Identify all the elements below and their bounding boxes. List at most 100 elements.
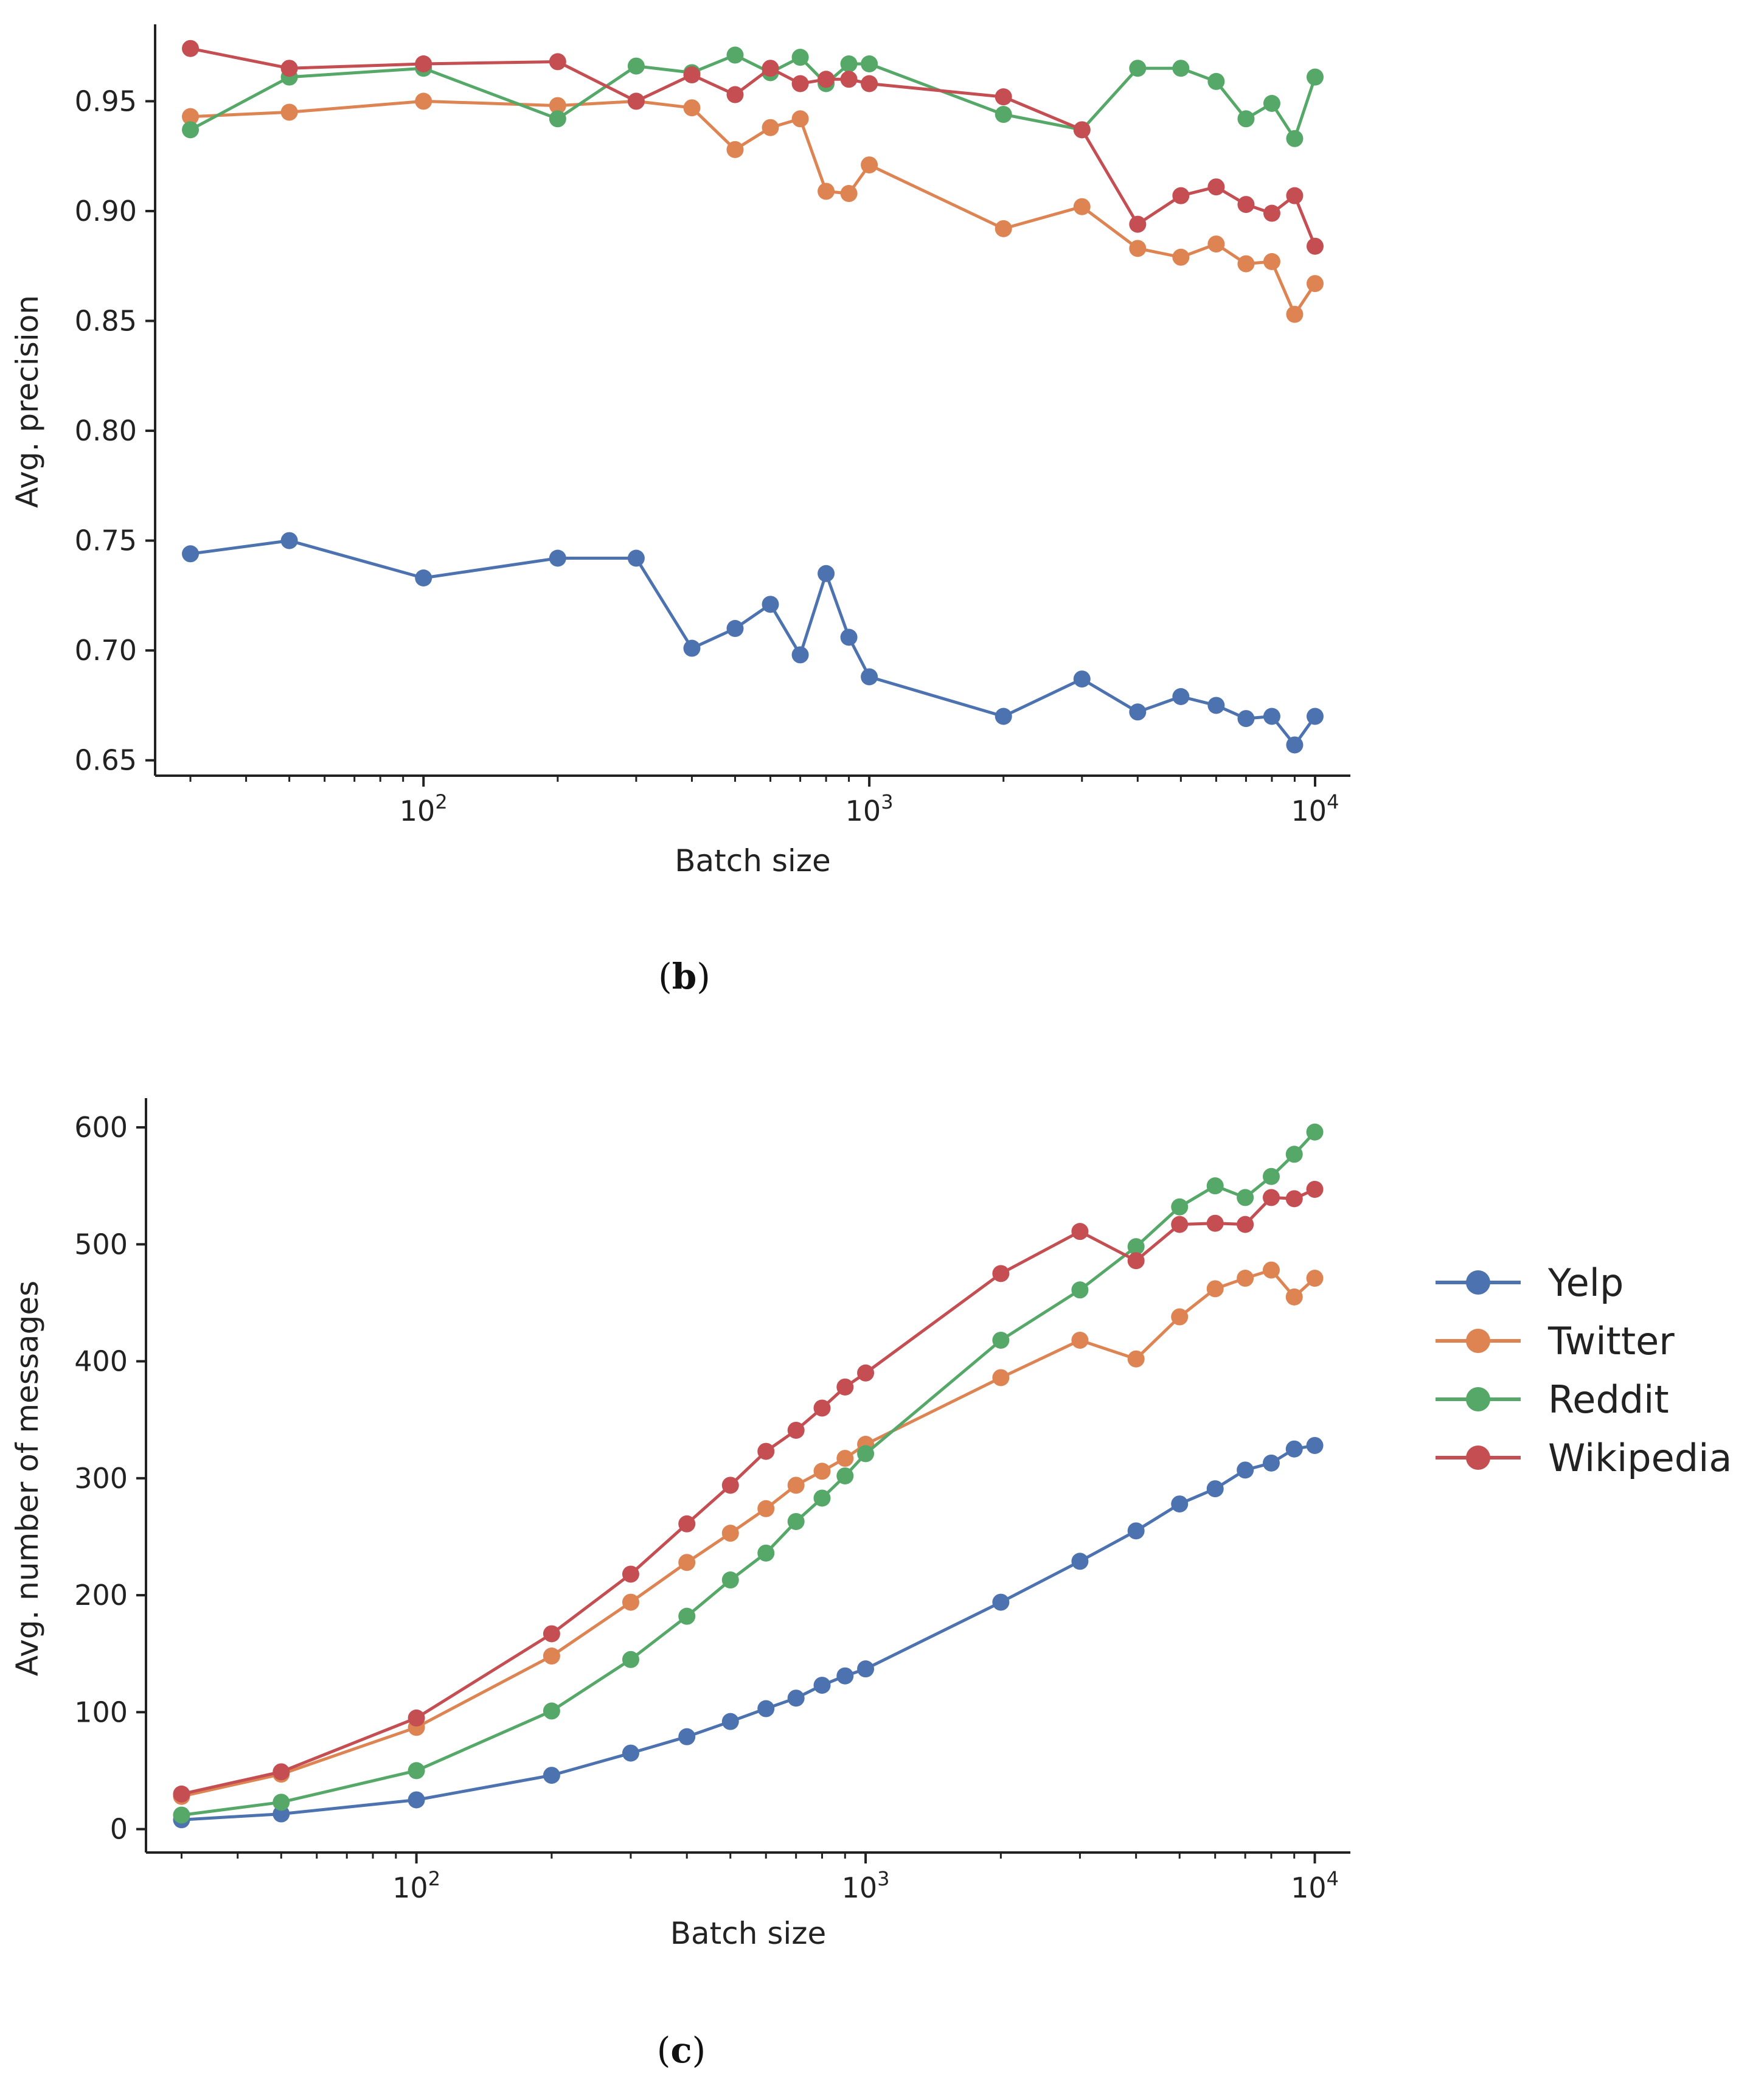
x-tick-label: 102 [400, 790, 448, 827]
data-point-yelp [408, 1791, 425, 1809]
data-point-twitter [818, 183, 835, 200]
data-point-wikipedia [1306, 237, 1324, 255]
legend-label: Reddit [1548, 1377, 1669, 1422]
data-point-reddit [813, 1489, 831, 1507]
data-point-twitter [1127, 1350, 1145, 1368]
data-point-wikipedia [1262, 1189, 1280, 1206]
data-point-wikipedia [1306, 1180, 1324, 1198]
data-point-wikipedia [791, 75, 809, 92]
data-point-yelp [1172, 688, 1190, 705]
data-point-twitter [622, 1593, 639, 1611]
data-point-twitter [683, 99, 701, 117]
data-point-reddit [787, 1512, 805, 1530]
panel-c-messages-chart: 0 100 200 300 400 500 600 102 103 104 Batch size Av… [10, 1098, 1350, 1951]
data-point-reddit [627, 57, 645, 75]
data-point-reddit [861, 55, 878, 72]
data-point-wikipedia [1172, 187, 1190, 204]
legend-label: Wikipedia [1548, 1436, 1732, 1480]
data-point-twitter [836, 1450, 854, 1467]
data-point-reddit [1171, 1198, 1189, 1216]
data-point-wikipedia [1237, 1216, 1254, 1233]
data-point-reddit [995, 106, 1012, 124]
series-line-twitter [181, 1268, 1316, 1798]
series-yelp [182, 532, 1324, 754]
data-point-yelp [549, 549, 566, 567]
data-point-wikipedia [1206, 1214, 1224, 1232]
data-point-wikipedia [836, 1378, 854, 1396]
series-twitter [182, 92, 1324, 323]
data-point-yelp [861, 668, 878, 686]
y-tick-label: 400 [74, 1345, 128, 1378]
data-point-wikipedia [182, 40, 200, 57]
legend-item-reddit: Reddit [1436, 1377, 1669, 1422]
series-line-wikipedia [190, 47, 1317, 247]
legend-marker [1466, 1329, 1490, 1353]
x-tick-label: 104 [1291, 790, 1339, 827]
data-point-reddit [1286, 130, 1304, 147]
data-point-reddit [543, 1702, 560, 1720]
y-tick-label: 0 [110, 1813, 128, 1846]
data-point-reddit [1306, 1123, 1324, 1141]
data-point-twitter [992, 1369, 1010, 1386]
data-point-reddit [1285, 1146, 1303, 1163]
data-point-twitter [1071, 1331, 1089, 1349]
data-point-twitter [762, 119, 779, 136]
data-point-yelp [273, 1805, 290, 1823]
data-point-yelp [1306, 708, 1324, 725]
data-point-twitter [787, 1477, 805, 1494]
data-point-yelp [1262, 1454, 1280, 1472]
data-point-yelp [622, 1744, 639, 1762]
data-point-yelp [1207, 697, 1225, 714]
data-point-wikipedia [280, 60, 298, 77]
series-wikipedia [182, 40, 1324, 255]
series-reddit [173, 1123, 1324, 1824]
data-point-reddit [1129, 60, 1147, 77]
data-point-wikipedia [1127, 1252, 1145, 1270]
data-point-reddit [622, 1651, 639, 1668]
data-point-twitter [549, 97, 566, 114]
data-point-twitter [1262, 1261, 1280, 1279]
data-point-wikipedia [549, 53, 566, 71]
data-point-reddit [549, 110, 566, 128]
legend: Yelp Twitter Reddit Wikipedia [1436, 1261, 1732, 1480]
data-point-wikipedia [818, 71, 835, 88]
data-point-yelp [1263, 708, 1280, 725]
data-point-yelp [840, 628, 858, 646]
x-axis-title: Batch size [675, 843, 831, 878]
data-point-twitter [1073, 198, 1091, 215]
data-point-yelp [678, 1728, 696, 1745]
legend-marker [1466, 1270, 1490, 1295]
series-twitter [173, 1261, 1324, 1805]
data-point-yelp [1071, 1553, 1089, 1570]
data-point-yelp [1206, 1480, 1224, 1498]
y-tick-label: 0.95 [75, 85, 137, 117]
data-point-wikipedia [1129, 215, 1147, 233]
legend-item-twitter: Twitter [1436, 1319, 1675, 1363]
data-point-yelp [627, 549, 645, 567]
data-point-yelp [543, 1767, 560, 1784]
data-point-reddit [726, 46, 744, 64]
data-point-wikipedia [726, 86, 744, 103]
data-point-wikipedia [857, 1364, 875, 1382]
data-point-reddit [1071, 1281, 1089, 1299]
data-point-twitter [1207, 235, 1225, 253]
panel-label-b: (b) [658, 956, 710, 997]
y-axis-title: Avg. precision [10, 295, 45, 508]
data-point-wikipedia [762, 60, 779, 77]
data-point-reddit [791, 49, 809, 66]
data-point-reddit [1306, 68, 1324, 86]
series-yelp [173, 1436, 1324, 1829]
data-point-wikipedia [173, 1785, 190, 1803]
data-point-yelp [1237, 1461, 1254, 1479]
data-point-wikipedia [787, 1421, 805, 1439]
series-line-yelp [181, 1444, 1315, 1821]
data-point-wikipedia [1237, 196, 1255, 214]
data-point-twitter [1172, 248, 1190, 266]
data-point-yelp [721, 1713, 739, 1730]
x-tick-label: 103 [842, 1867, 890, 1904]
data-point-wikipedia [1071, 1223, 1089, 1240]
series-reddit [182, 46, 1324, 147]
y-tick-label: 0.65 [75, 744, 137, 777]
data-point-twitter [415, 92, 432, 110]
data-point-reddit [1237, 110, 1255, 128]
